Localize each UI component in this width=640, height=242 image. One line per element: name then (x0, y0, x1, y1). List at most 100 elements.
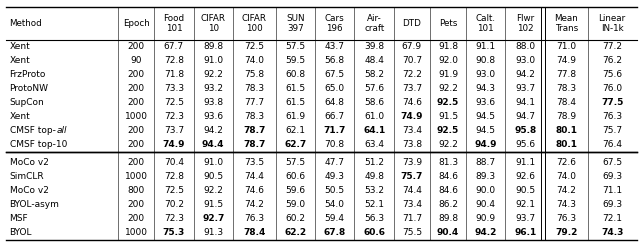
Text: 74.2: 74.2 (244, 200, 264, 209)
Text: 90.8: 90.8 (476, 56, 496, 65)
Text: 67.7: 67.7 (164, 42, 184, 51)
Text: 74.2: 74.2 (556, 186, 576, 195)
Text: 49.8: 49.8 (364, 172, 384, 181)
Text: 71.7: 71.7 (402, 214, 422, 223)
Text: 57.5: 57.5 (285, 158, 305, 167)
Text: 70.8: 70.8 (324, 140, 345, 149)
Text: Food
101: Food 101 (163, 14, 184, 33)
Text: 75.8: 75.8 (244, 70, 264, 79)
Text: 92.1: 92.1 (515, 200, 535, 209)
Text: 77.2: 77.2 (602, 42, 622, 51)
Text: 92.2: 92.2 (438, 140, 458, 149)
Text: 67.9: 67.9 (402, 42, 422, 51)
Text: 91.0: 91.0 (203, 158, 223, 167)
Text: 94.2: 94.2 (475, 228, 497, 237)
Text: 93.0: 93.0 (476, 70, 496, 79)
Text: 75.5: 75.5 (402, 228, 422, 237)
Text: 62.7: 62.7 (284, 140, 307, 149)
Text: 200: 200 (127, 98, 145, 107)
Text: 69.3: 69.3 (602, 172, 622, 181)
Text: 62.1: 62.1 (285, 126, 305, 135)
Text: MoCo v2: MoCo v2 (10, 158, 49, 167)
Text: 91.8: 91.8 (438, 42, 458, 51)
Text: 72.2: 72.2 (402, 70, 422, 79)
Text: 78.9: 78.9 (556, 112, 576, 121)
Text: 95.8: 95.8 (514, 126, 536, 135)
Text: 78.3: 78.3 (244, 84, 264, 93)
Text: 90.0: 90.0 (476, 186, 496, 195)
Text: 200: 200 (127, 84, 145, 93)
Text: 72.8: 72.8 (164, 56, 184, 65)
Text: 74.0: 74.0 (556, 172, 576, 181)
Text: 94.3: 94.3 (476, 84, 496, 93)
Text: 800: 800 (127, 186, 145, 195)
Text: 57.5: 57.5 (285, 42, 305, 51)
Text: 54.0: 54.0 (324, 200, 345, 209)
Text: Cars
196: Cars 196 (325, 14, 344, 33)
Text: 74.9: 74.9 (401, 112, 423, 121)
Text: 70.4: 70.4 (164, 158, 184, 167)
Text: 78.4: 78.4 (556, 98, 576, 107)
Text: 88.7: 88.7 (476, 158, 496, 167)
Text: 72.1: 72.1 (602, 214, 622, 223)
Text: 73.9: 73.9 (402, 158, 422, 167)
Text: 200: 200 (127, 158, 145, 167)
Text: 78.7: 78.7 (243, 126, 266, 135)
Text: 60.6: 60.6 (363, 228, 385, 237)
Text: 70.7: 70.7 (402, 56, 422, 65)
Text: 89.3: 89.3 (476, 172, 496, 181)
Text: 92.2: 92.2 (204, 186, 223, 195)
Text: 93.6: 93.6 (203, 112, 223, 121)
Text: 92.5: 92.5 (437, 98, 459, 107)
Text: Mean
Trans: Mean Trans (554, 14, 578, 33)
Text: SUN
397: SUN 397 (286, 14, 305, 33)
Text: 92.5: 92.5 (437, 126, 459, 135)
Text: 47.7: 47.7 (324, 158, 345, 167)
Text: 73.4: 73.4 (402, 126, 422, 135)
Text: 80.1: 80.1 (556, 140, 577, 149)
Text: 71.0: 71.0 (556, 42, 576, 51)
Text: 74.9: 74.9 (556, 56, 576, 65)
Text: 94.2: 94.2 (515, 70, 535, 79)
Text: 60.2: 60.2 (285, 214, 305, 223)
Text: Pets: Pets (439, 19, 457, 28)
Text: 88.0: 88.0 (515, 42, 535, 51)
Text: 94.5: 94.5 (476, 112, 496, 121)
Text: 74.6: 74.6 (402, 98, 422, 107)
Text: 79.2: 79.2 (555, 228, 577, 237)
Text: 76.3: 76.3 (244, 214, 264, 223)
Text: 93.0: 93.0 (515, 56, 535, 65)
Text: 64.1: 64.1 (363, 126, 385, 135)
Text: 56.3: 56.3 (364, 214, 384, 223)
Text: 94.9: 94.9 (474, 140, 497, 149)
Text: 90: 90 (131, 56, 142, 65)
Text: 96.1: 96.1 (514, 228, 536, 237)
Text: BYOL: BYOL (10, 228, 32, 237)
Text: 59.6: 59.6 (285, 186, 305, 195)
Text: Air-
craft: Air- craft (364, 14, 384, 33)
Text: 86.2: 86.2 (438, 200, 458, 209)
Text: 43.7: 43.7 (324, 42, 345, 51)
Text: 76.3: 76.3 (602, 112, 622, 121)
Text: 73.7: 73.7 (402, 84, 422, 93)
Text: 71.7: 71.7 (324, 126, 346, 135)
Text: 52.1: 52.1 (364, 200, 384, 209)
Text: 73.7: 73.7 (164, 126, 184, 135)
Text: 51.2: 51.2 (364, 158, 384, 167)
Text: 72.5: 72.5 (244, 42, 264, 51)
Text: 61.5: 61.5 (285, 84, 305, 93)
Text: 75.7: 75.7 (401, 172, 423, 181)
Text: 94.4: 94.4 (202, 140, 225, 149)
Text: SupCon: SupCon (10, 98, 44, 107)
Text: 61.5: 61.5 (285, 98, 305, 107)
Text: Xent: Xent (10, 42, 30, 51)
Text: SimCLR: SimCLR (10, 172, 44, 181)
Text: 76.2: 76.2 (602, 56, 622, 65)
Text: 74.3: 74.3 (601, 228, 623, 237)
Text: 61.9: 61.9 (285, 112, 305, 121)
Text: 91.1: 91.1 (476, 42, 496, 51)
Text: 92.2: 92.2 (204, 70, 223, 79)
Text: 72.8: 72.8 (164, 172, 184, 181)
Text: Linear
IN-1k: Linear IN-1k (598, 14, 626, 33)
Text: 72.3: 72.3 (164, 214, 184, 223)
